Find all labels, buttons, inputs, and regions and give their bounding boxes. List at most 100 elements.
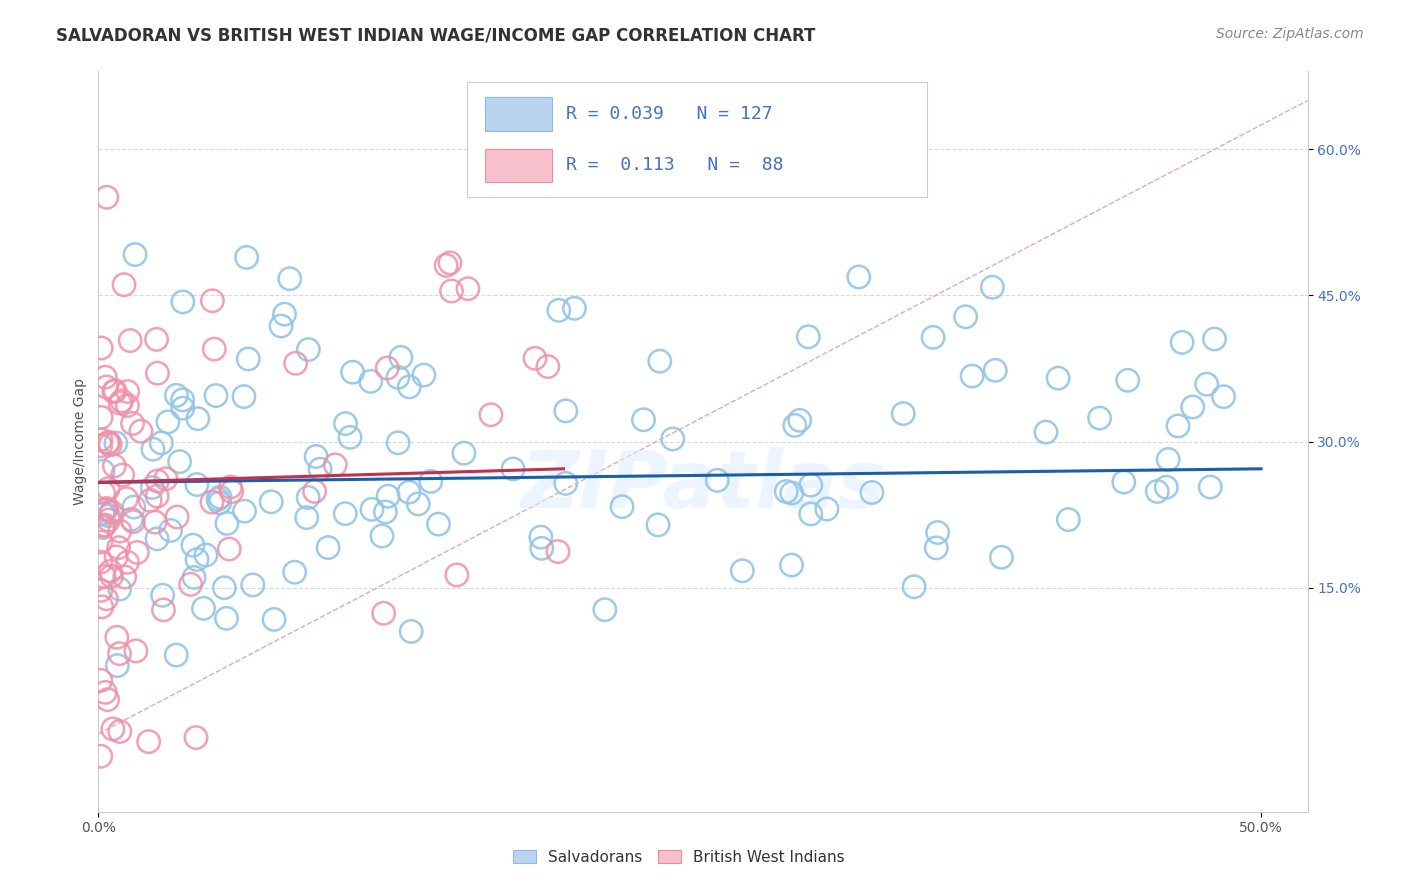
Point bbox=[860, 485, 883, 500]
Point bbox=[960, 369, 983, 384]
Point bbox=[104, 436, 127, 450]
Point bbox=[127, 545, 149, 559]
Point bbox=[111, 468, 134, 483]
Point bbox=[1181, 400, 1204, 414]
Point bbox=[108, 647, 131, 661]
Point bbox=[1112, 475, 1135, 489]
Point bbox=[389, 351, 412, 365]
Point bbox=[1156, 480, 1178, 494]
Point bbox=[955, 310, 977, 324]
Point bbox=[537, 359, 560, 374]
Point bbox=[316, 541, 339, 555]
Point bbox=[97, 513, 120, 527]
Point bbox=[554, 404, 576, 418]
Point bbox=[169, 455, 191, 469]
Point bbox=[91, 507, 114, 521]
Point bbox=[278, 271, 301, 285]
Point bbox=[181, 538, 204, 552]
Point bbox=[156, 415, 179, 429]
Point bbox=[117, 384, 139, 399]
Point bbox=[152, 603, 174, 617]
Point bbox=[984, 363, 1007, 377]
Point bbox=[233, 504, 256, 518]
Point bbox=[105, 549, 128, 564]
Point bbox=[297, 343, 319, 357]
Point bbox=[360, 375, 382, 389]
Point bbox=[184, 731, 207, 745]
Point bbox=[91, 520, 114, 534]
Point bbox=[165, 648, 187, 662]
Point bbox=[373, 607, 395, 621]
Point bbox=[141, 480, 163, 494]
Point bbox=[479, 408, 502, 422]
Point bbox=[1047, 371, 1070, 385]
Text: R =  0.113   N =  88: R = 0.113 N = 88 bbox=[567, 156, 785, 174]
Point bbox=[323, 458, 346, 472]
Point bbox=[112, 277, 135, 292]
Point bbox=[125, 644, 148, 658]
Point bbox=[775, 484, 797, 499]
Point bbox=[150, 436, 173, 450]
Point bbox=[146, 532, 169, 546]
Point bbox=[96, 380, 118, 394]
Point bbox=[215, 611, 238, 625]
Point bbox=[547, 303, 569, 318]
Point bbox=[377, 489, 399, 503]
Point bbox=[273, 307, 295, 321]
Point bbox=[375, 361, 398, 376]
Point bbox=[146, 489, 169, 503]
Point bbox=[387, 435, 409, 450]
Point bbox=[1195, 377, 1218, 392]
Point bbox=[122, 515, 145, 529]
Point bbox=[139, 493, 162, 508]
Point bbox=[94, 518, 117, 533]
Point bbox=[90, 433, 112, 447]
Point bbox=[122, 500, 145, 514]
Point bbox=[374, 505, 396, 519]
Point bbox=[108, 582, 131, 596]
Point bbox=[129, 424, 152, 438]
Point bbox=[201, 293, 224, 308]
Point bbox=[446, 568, 468, 582]
Point bbox=[800, 507, 823, 521]
Point bbox=[90, 410, 112, 425]
Point bbox=[111, 393, 134, 408]
Point bbox=[927, 525, 949, 540]
Legend: Salvadorans, British West Indians: Salvadorans, British West Indians bbox=[508, 844, 851, 871]
Point bbox=[1088, 411, 1111, 425]
Point bbox=[194, 548, 217, 562]
Point bbox=[202, 342, 225, 356]
Point bbox=[922, 330, 945, 344]
Point bbox=[981, 280, 1004, 294]
Point bbox=[502, 462, 524, 476]
Point bbox=[96, 591, 118, 606]
Point bbox=[172, 392, 194, 407]
Point bbox=[270, 318, 292, 333]
Point bbox=[186, 477, 208, 491]
Point bbox=[108, 396, 131, 410]
Point bbox=[371, 529, 394, 543]
Point bbox=[117, 555, 139, 569]
Point bbox=[731, 564, 754, 578]
Point bbox=[117, 399, 139, 413]
Point bbox=[990, 550, 1012, 565]
Point bbox=[235, 251, 257, 265]
Point bbox=[115, 491, 138, 506]
Point bbox=[440, 284, 463, 298]
Point bbox=[94, 685, 117, 699]
Point bbox=[610, 500, 633, 514]
Point bbox=[547, 544, 569, 558]
Point bbox=[172, 401, 194, 416]
Point bbox=[90, 673, 112, 688]
Point bbox=[1167, 418, 1189, 433]
Point bbox=[143, 515, 166, 529]
Text: ZIPatlas: ZIPatlas bbox=[520, 447, 886, 525]
Point bbox=[233, 390, 256, 404]
Point bbox=[107, 836, 129, 850]
Point bbox=[284, 565, 307, 579]
Point bbox=[183, 570, 205, 584]
Point bbox=[101, 722, 124, 736]
Point bbox=[103, 384, 125, 399]
Point bbox=[335, 507, 357, 521]
Point bbox=[159, 524, 181, 538]
